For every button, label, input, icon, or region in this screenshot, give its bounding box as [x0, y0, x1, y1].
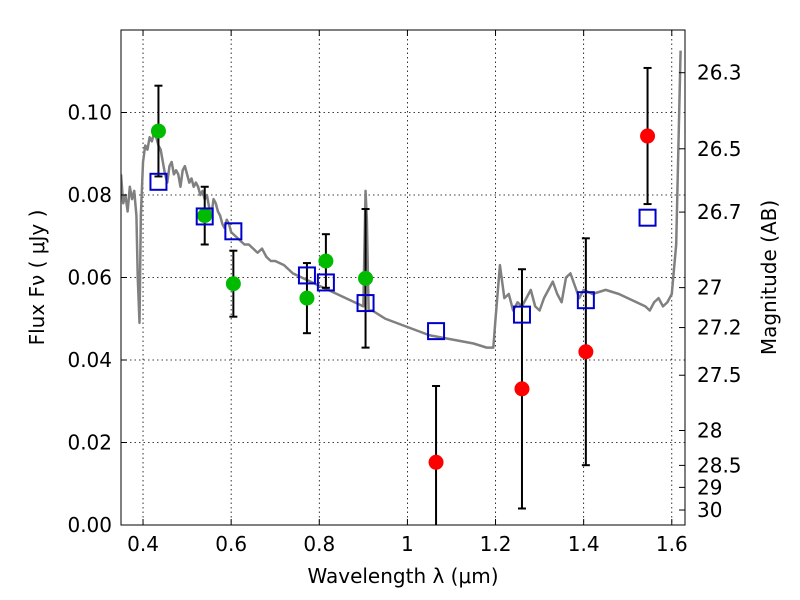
- detection-point: [150, 123, 166, 139]
- x-tick-label: 1.6: [656, 532, 688, 556]
- label-layer: 0.4 0.6 0.8 1 1.2 1.4 1.6 0.00 0.02 0.04 0.06 0.08 0…: [25, 61, 781, 588]
- x-tick-label: 1.2: [480, 532, 512, 556]
- model-square: [195, 207, 214, 226]
- mag-tick-label: 27.2: [697, 316, 742, 340]
- y-axis-title: Flux Fν ( μJy ): [25, 210, 49, 346]
- y-tick-label: 0.06: [67, 266, 112, 290]
- x-tick-label: 0.4: [127, 532, 159, 556]
- mag-tick-label: 26.3: [697, 61, 742, 85]
- x-tick-label: 1: [401, 532, 414, 556]
- model-square: [356, 294, 375, 313]
- model-square: [427, 322, 446, 341]
- y-tick-label: 0.00: [67, 513, 112, 537]
- detection-point: [197, 208, 213, 224]
- marker-layer: [149, 123, 657, 470]
- mag-tick-label: 28.5: [697, 453, 742, 477]
- y-tick-label: 0.10: [67, 101, 112, 125]
- model-square: [576, 291, 595, 310]
- mag-tick-label: 30: [697, 498, 722, 522]
- model-square: [512, 305, 531, 324]
- model-square: [316, 273, 335, 292]
- mag-tick-label: 28: [697, 419, 722, 443]
- tick-layer: [121, 30, 685, 526]
- detection-point: [299, 290, 315, 306]
- nondetection-point: [514, 381, 530, 397]
- x-tick-label: 0.8: [303, 532, 335, 556]
- model-square: [638, 208, 657, 227]
- nondetection-point: [428, 454, 444, 470]
- mag-tick-label: 26.7: [697, 200, 742, 224]
- sed-layer: [121, 50, 682, 349]
- detection-point: [225, 276, 241, 292]
- x-tick-label: 1.4: [568, 532, 600, 556]
- mag-tick-label: 26.5: [697, 137, 742, 161]
- mag-tick-label: 27: [697, 276, 722, 300]
- y-tick-label: 0.08: [67, 183, 112, 207]
- model-square: [149, 172, 168, 191]
- y-axis-right-title: Magnitude (AB): [757, 200, 781, 355]
- sed-curve: [121, 50, 682, 349]
- model-square: [224, 222, 243, 241]
- nondetection-point: [578, 344, 594, 360]
- mag-tick-label: 27.5: [697, 363, 742, 387]
- x-axis-title: Wavelength λ (μm): [307, 564, 498, 588]
- y-tick-label: 0.02: [67, 431, 112, 455]
- model-square: [297, 266, 316, 285]
- y-tick-label: 0.04: [67, 348, 112, 372]
- nondetection-point: [640, 128, 656, 144]
- detection-point: [358, 270, 374, 286]
- mag-tick-label: 29: [697, 475, 722, 499]
- detection-point: [318, 253, 334, 269]
- x-tick-label: 0.6: [215, 532, 247, 556]
